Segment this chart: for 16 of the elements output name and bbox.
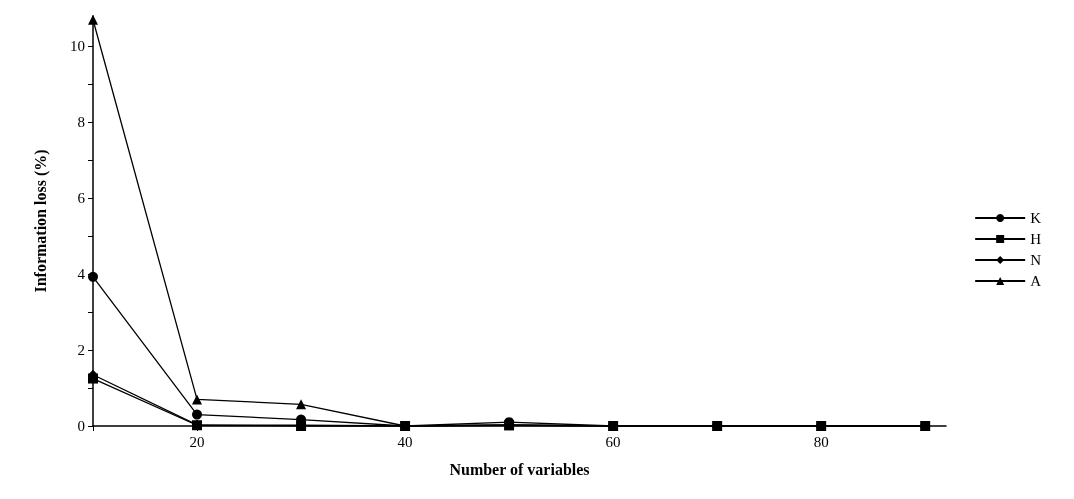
x-tick-label: 40 bbox=[397, 433, 413, 450]
legend-label: H bbox=[1030, 231, 1042, 247]
x-axis-title: Number of variables bbox=[449, 460, 590, 478]
x-tick-label: 20 bbox=[189, 433, 205, 450]
y-axis-title: Information loss (%) bbox=[31, 149, 50, 293]
legend-label: K bbox=[1030, 210, 1042, 226]
x-tick-label: 60 bbox=[605, 433, 621, 450]
y-tick-label: 2 bbox=[77, 342, 85, 359]
y-tick-label: 4 bbox=[77, 266, 86, 283]
y-tick-label: 6 bbox=[77, 190, 86, 207]
x-tick-label: 80 bbox=[813, 433, 829, 450]
y-tick-label: 0 bbox=[77, 418, 85, 434]
y-tick-label: 8 bbox=[77, 114, 85, 131]
legend-label: N bbox=[1030, 252, 1042, 268]
y-tick-label: 10 bbox=[70, 38, 85, 55]
legend-label: A bbox=[1030, 273, 1042, 289]
